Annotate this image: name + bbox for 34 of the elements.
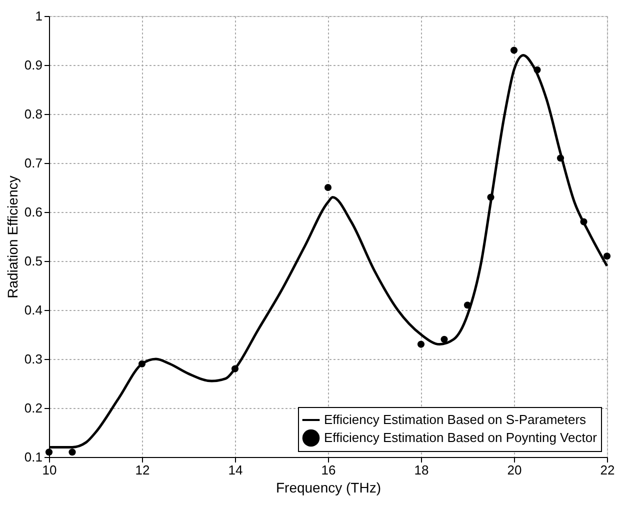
y-tick-label: 0.9: [24, 58, 42, 72]
x-tick-label: 22: [600, 462, 615, 478]
legend-label: Efficiency Estimation Based on Poynting Vector: [324, 430, 598, 445]
y-tick-label: 0.7: [24, 156, 42, 170]
point: [580, 218, 588, 226]
y-tick-label: 1: [35, 8, 42, 24]
x-axis-title: Frequency (THz): [276, 480, 382, 496]
point: [138, 360, 146, 368]
legend-label: Efficiency Estimation Based on S-Parameters: [324, 412, 587, 427]
x-tick-label: 18: [414, 462, 429, 478]
point: [440, 336, 448, 343]
y-axis-title: Radiation Efficiency: [4, 176, 20, 298]
y-tick-label: 0.4: [24, 302, 42, 318]
x-tick-label: 14: [228, 462, 243, 478]
x-tick-label: 12: [135, 462, 150, 478]
point: [324, 184, 332, 192]
y-tick-label: 0.6: [24, 204, 42, 220]
x-tick-label: 20: [507, 462, 522, 478]
y-tick-label: 0.8: [24, 106, 42, 122]
point: [510, 46, 518, 54]
y-tick-label: 0.1: [24, 450, 42, 464]
point: [487, 194, 494, 201]
point: [603, 252, 611, 260]
y-tick-label: 0.3: [24, 352, 42, 366]
point: [68, 448, 76, 456]
point: [534, 66, 541, 74]
y-tick-label: 0.5: [24, 254, 42, 268]
point: [417, 340, 425, 348]
point: [464, 302, 472, 309]
x-tick-label: 10: [42, 462, 57, 478]
y-tick-label: 0.2: [24, 400, 42, 416]
x-tick-label: 16: [321, 462, 336, 478]
point: [556, 154, 564, 162]
point: [231, 365, 239, 372]
